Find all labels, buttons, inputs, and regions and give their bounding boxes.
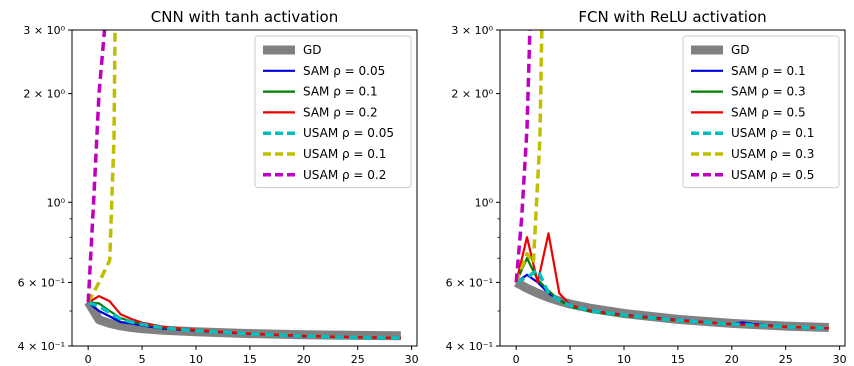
plot-frame <box>499 29 846 347</box>
y-tick-label: 2 × 10⁰ <box>451 88 493 101</box>
legend-label: USAM ρ = 0.2 <box>303 168 386 182</box>
x-tick-label: 10 <box>617 353 631 366</box>
chart-title: FCN with ReLU activation <box>578 8 766 26</box>
series-line-gd <box>84 299 401 341</box>
legend-label: USAM ρ = 0.1 <box>731 126 814 140</box>
series-line-usam-0.5 <box>514 30 532 283</box>
legend-label: SAM ρ = 0.3 <box>731 85 806 99</box>
x-tick-label: 10 <box>189 353 203 366</box>
y-tick-label: 6 × 10⁻¹ <box>446 276 493 289</box>
legend-label: USAM ρ = 0.1 <box>303 147 386 161</box>
y-tick-label: 10⁰ <box>47 196 66 209</box>
legend: GD SAM ρ = 0.1 SAM ρ = 0.3 SAM ρ = 0.5 USAM … <box>682 35 840 189</box>
y-tick-label: 6 × 10⁻¹ <box>18 276 65 289</box>
legend-box <box>682 35 840 189</box>
x-tick-label: 15 <box>243 353 257 366</box>
y-tick-label: 3 × 10⁰ <box>23 24 65 37</box>
series-line-usam-0.1 <box>86 30 117 304</box>
chart-cnn-tanh: CNN with tanh activation 4 × 10⁻¹ 6 × 10⁻… <box>18 8 419 366</box>
legend: GD SAM ρ = 0.05 SAM ρ = 0.1 SAM ρ = 0.2 USAM… <box>254 35 412 189</box>
series-line-usam-0.3 <box>514 30 544 284</box>
legend-label: SAM ρ = 0.5 <box>731 105 806 119</box>
legend-label: SAM ρ = 0.05 <box>303 64 385 78</box>
y-tick-label: 2 × 10⁰ <box>23 88 65 101</box>
plot-frame <box>71 29 418 347</box>
x-tick-label: 5 <box>139 353 146 366</box>
chart-fcn-relu: FCN with ReLU activation 4 × 10⁻¹ 6 × 10⁻… <box>446 8 847 366</box>
legend-label: GD <box>303 43 322 57</box>
x-tick-label: 30 <box>833 353 847 366</box>
legend-box <box>254 35 412 189</box>
y-tick-label: 3 × 10⁰ <box>451 24 493 37</box>
y-tick-label: 10⁰ <box>475 196 494 209</box>
x-tick-label: 0 <box>85 353 92 366</box>
x-tick-label: 0 <box>513 353 520 366</box>
series-line-sam-0.5 <box>515 232 829 330</box>
legend-label: GD <box>731 43 750 57</box>
x-tick-label: 30 <box>405 353 419 366</box>
legend-label: SAM ρ = 0.1 <box>731 64 806 78</box>
legend-label: SAM ρ = 0.2 <box>303 105 378 119</box>
chart-title: CNN with tanh activation <box>151 8 338 26</box>
legend-label: USAM ρ = 0.05 <box>303 126 394 140</box>
x-tick-label: 20 <box>725 353 739 366</box>
series-line-usam-0.1 <box>515 268 829 330</box>
legend-label: USAM ρ = 0.5 <box>731 168 814 182</box>
legend-label: SAM ρ = 0.1 <box>303 85 378 99</box>
x-tick-label: 25 <box>779 353 793 366</box>
series-group <box>84 30 401 341</box>
x-tick-label: 20 <box>297 353 311 366</box>
series-line-usam-0.2 <box>86 30 107 303</box>
legend-label: USAM ρ = 0.3 <box>731 147 814 161</box>
series-group <box>514 30 829 332</box>
x-tick-label: 5 <box>567 353 574 366</box>
y-tick-label: 4 × 10⁻¹ <box>18 340 65 353</box>
x-tick-label: 25 <box>351 353 365 366</box>
x-tick-label: 15 <box>671 353 685 366</box>
y-tick-label: 4 × 10⁻¹ <box>446 340 493 353</box>
series-line-usam-0.05 <box>87 300 401 340</box>
